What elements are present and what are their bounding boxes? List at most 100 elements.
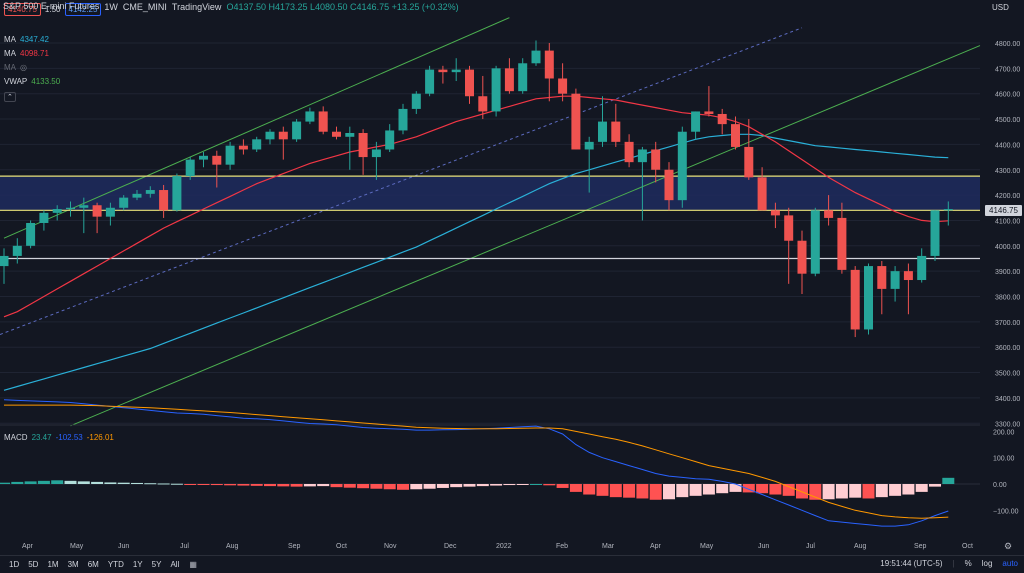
source: TradingView (171, 2, 222, 12)
candle (265, 129, 275, 145)
candle-body (571, 93, 581, 150)
candle (810, 207, 820, 277)
candle-body (66, 207, 75, 210)
time-tick-label: May (700, 543, 714, 550)
candle-body (332, 131, 341, 137)
vwap-label: VWAP (4, 77, 28, 86)
auto-toggle[interactable]: auto (1002, 559, 1018, 568)
macd-hist-bar (503, 484, 516, 486)
candle-body (425, 69, 435, 94)
macd-hist-bar (516, 484, 529, 485)
candle-body (837, 217, 847, 270)
candle-body (917, 255, 927, 281)
candle-body (611, 121, 621, 142)
macd-hist-bar (609, 484, 622, 498)
candle-body (212, 155, 222, 165)
eye-off-icon[interactable]: ◎ (20, 63, 27, 72)
macd-hist-bar (264, 484, 276, 487)
macd-hist-bar (676, 484, 689, 498)
timeframe-1y-button[interactable]: 1Y (132, 560, 143, 569)
candle (0, 248, 9, 284)
settings-icon[interactable]: ⚙ (1004, 541, 1013, 551)
candle (624, 134, 634, 168)
macd-hist-bar (822, 484, 835, 500)
macd-hist-bar (117, 482, 130, 484)
symbol-name[interactable]: S&P 500 E-mini Futures (3, 1, 100, 11)
ask-box[interactable]: 4142.25 (64, 3, 102, 16)
last-price-tag: 4146.75 (985, 205, 1022, 216)
macd-tick-label: −100.00 (993, 508, 1019, 515)
macd-axis: 200.00 100.00 0.00 −100.00 (993, 429, 1019, 515)
candle-body (877, 266, 887, 289)
channel-mid-line (0, 27, 803, 335)
candle (850, 266, 860, 338)
candle (584, 136, 594, 193)
macd-hist-bar (64, 480, 77, 484)
channel-lines (0, 17, 981, 427)
macd-tick-label: 100.00 (993, 456, 1015, 463)
timeframe-6m-button[interactable]: 6M (87, 560, 99, 569)
time-tick-label: Mar (602, 543, 615, 550)
price-tick-label: 4100.00 (995, 218, 1020, 225)
price-tick-label: 3600.00 (995, 345, 1020, 352)
candle-body (385, 130, 395, 150)
calendar-icon[interactable]: ▦ (189, 560, 197, 569)
percent-toggle[interactable]: % (964, 559, 972, 568)
header-title: S&P 500 E-mini Futures 1W CME_MINI Tradi… (3, 1, 459, 12)
candle-body (504, 68, 514, 92)
timeframe-all-button[interactable]: All (170, 560, 180, 569)
candle-body (398, 108, 408, 131)
time-tick-label: Aug (854, 543, 867, 550)
macd-hist-bar (729, 484, 742, 492)
macd-hist-bar (862, 484, 875, 499)
macd-hist-bar (902, 484, 915, 495)
macd-hist-bar (397, 484, 409, 490)
candle-body (39, 212, 49, 223)
timeframe-1d-button[interactable]: 1D (9, 560, 20, 569)
macd-hist-bar (104, 482, 117, 484)
candle-body (598, 121, 607, 142)
interval[interactable]: 1W (104, 2, 118, 12)
candle (677, 126, 687, 208)
candle-body (824, 210, 834, 218)
price-tick-label: 3500.00 (995, 371, 1020, 378)
timeframe-3m-button[interactable]: 3M (67, 560, 79, 569)
candle (571, 88, 581, 150)
timeframe-5y-button[interactable]: 5Y (151, 560, 162, 569)
candle-body (651, 149, 661, 170)
candle-body (26, 222, 36, 246)
candle-body (770, 210, 780, 216)
price-axis: 4800.00 4700.00 4600.00 4500.00 4400.00 4300.… (995, 41, 1020, 428)
macd-hist-bar (583, 484, 596, 495)
macd-hist-bar (317, 484, 330, 487)
currency-label[interactable]: USD (992, 3, 1009, 12)
ma2-legend: MA 4098.71 (4, 49, 49, 58)
macd-hist-bar (689, 484, 702, 496)
timeframe-5d-button[interactable]: 5D (28, 560, 39, 569)
macd-hist-bar (170, 483, 183, 485)
price-tick-label: 3900.00 (995, 269, 1020, 276)
bid-box[interactable]: 4140.75 (4, 3, 41, 16)
macd-pane (0, 399, 980, 527)
candle (504, 58, 514, 94)
timeframe-1m-button[interactable]: 1M (47, 560, 59, 569)
ma3-label: MA (4, 63, 16, 72)
macd-label: MACD (4, 433, 28, 442)
chevron-up-icon[interactable]: ⌃ (4, 92, 16, 102)
macd-legend: MACD 23.47 -102.53 -126.01 (4, 433, 114, 442)
candle-body (265, 131, 275, 140)
candle (252, 136, 262, 153)
clock[interactable]: 19:51:44 (UTC-5) (880, 559, 943, 568)
macd-hist-bar (157, 483, 170, 485)
log-toggle[interactable]: log (981, 559, 993, 568)
candle (145, 186, 155, 198)
macd-hist-bar (530, 484, 542, 485)
vwap-value: 4133.50 (31, 77, 61, 86)
candle-body (92, 205, 102, 217)
candle (185, 157, 195, 180)
time-tick-label: Jul (180, 543, 189, 550)
candle (637, 146, 647, 221)
candle (478, 75, 488, 120)
timeframe-ytd-button[interactable]: YTD (107, 560, 124, 569)
